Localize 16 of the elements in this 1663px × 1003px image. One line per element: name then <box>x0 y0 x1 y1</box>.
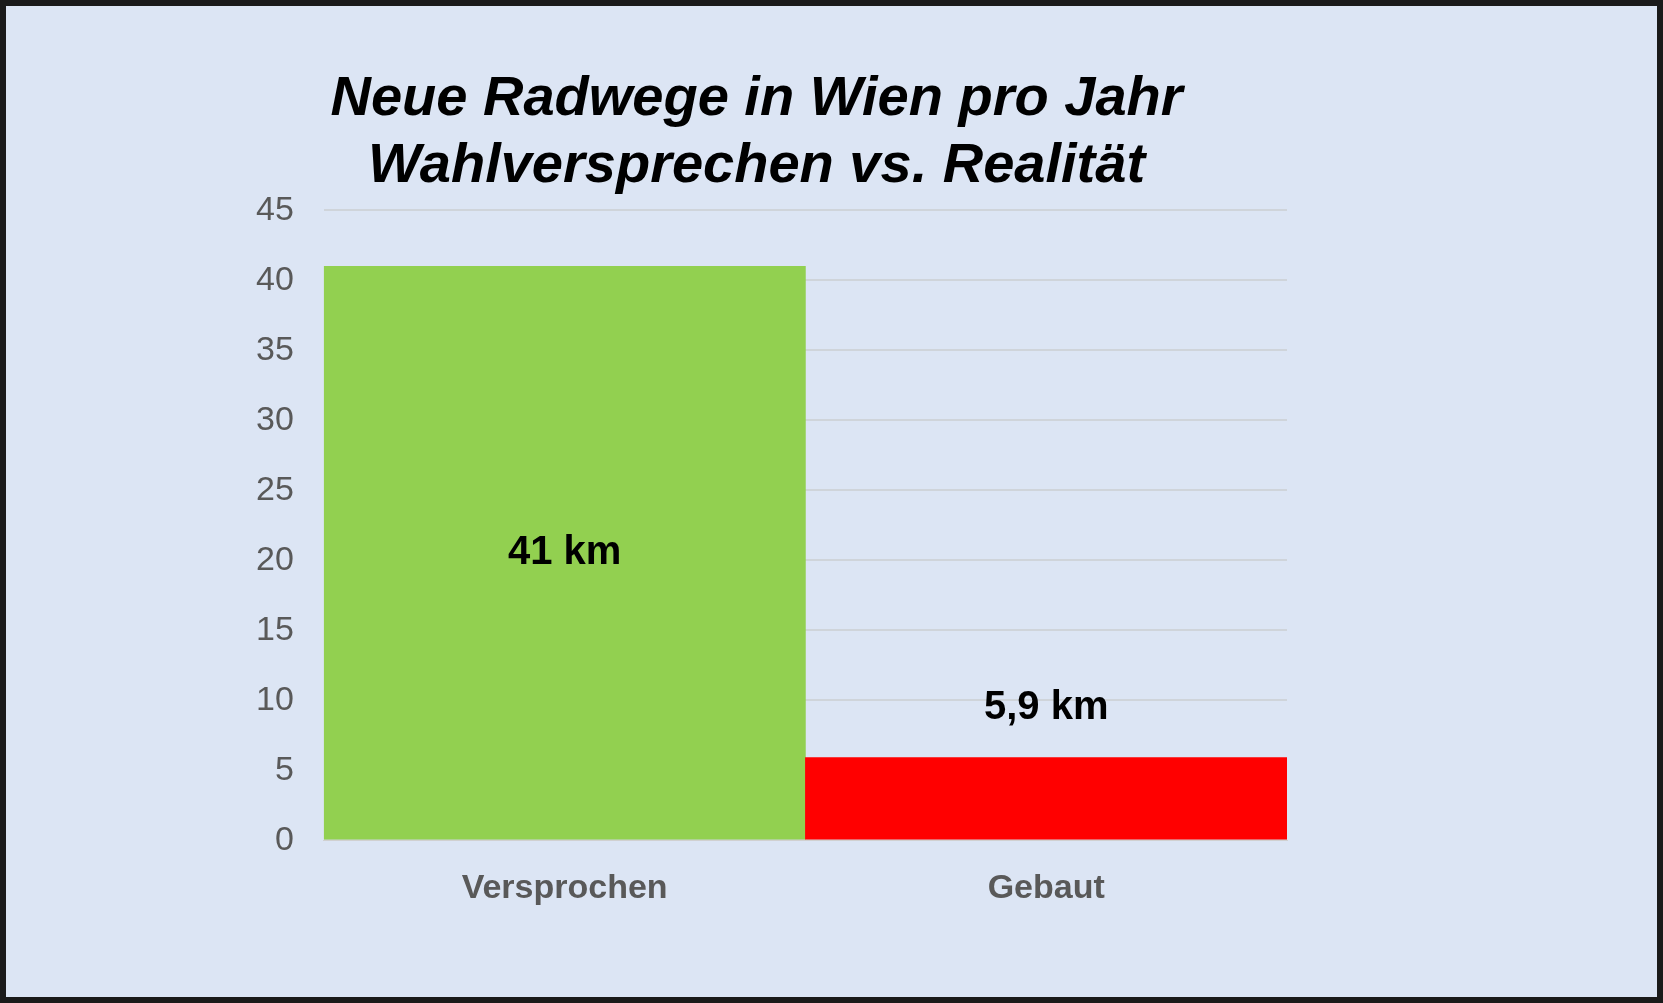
y-tick-label: 15 <box>255 608 294 647</box>
text: Wahlversprechen vs. Realität <box>367 131 1146 195</box>
y-tick-label: 25 <box>255 468 294 507</box>
text: Neue Radwege in Wien pro Jahr <box>330 64 1183 128</box>
data-label: 5,9 km <box>983 682 1109 727</box>
y-tick-label: 40 <box>255 258 294 297</box>
y-tick-label: 10 <box>255 678 294 717</box>
y-tick-label: 35 <box>255 328 294 367</box>
y-tick-label: 30 <box>255 398 294 437</box>
x-tick-label: Gebaut <box>987 866 1105 905</box>
y-tick-label: 20 <box>255 538 294 577</box>
y-tick-label: 0 <box>274 818 294 857</box>
y-tick-label: 45 <box>255 188 294 227</box>
x-tick-label: Versprochen <box>461 866 668 905</box>
data-label: 41 km <box>507 527 622 572</box>
y-tick-label: 5 <box>274 748 294 787</box>
